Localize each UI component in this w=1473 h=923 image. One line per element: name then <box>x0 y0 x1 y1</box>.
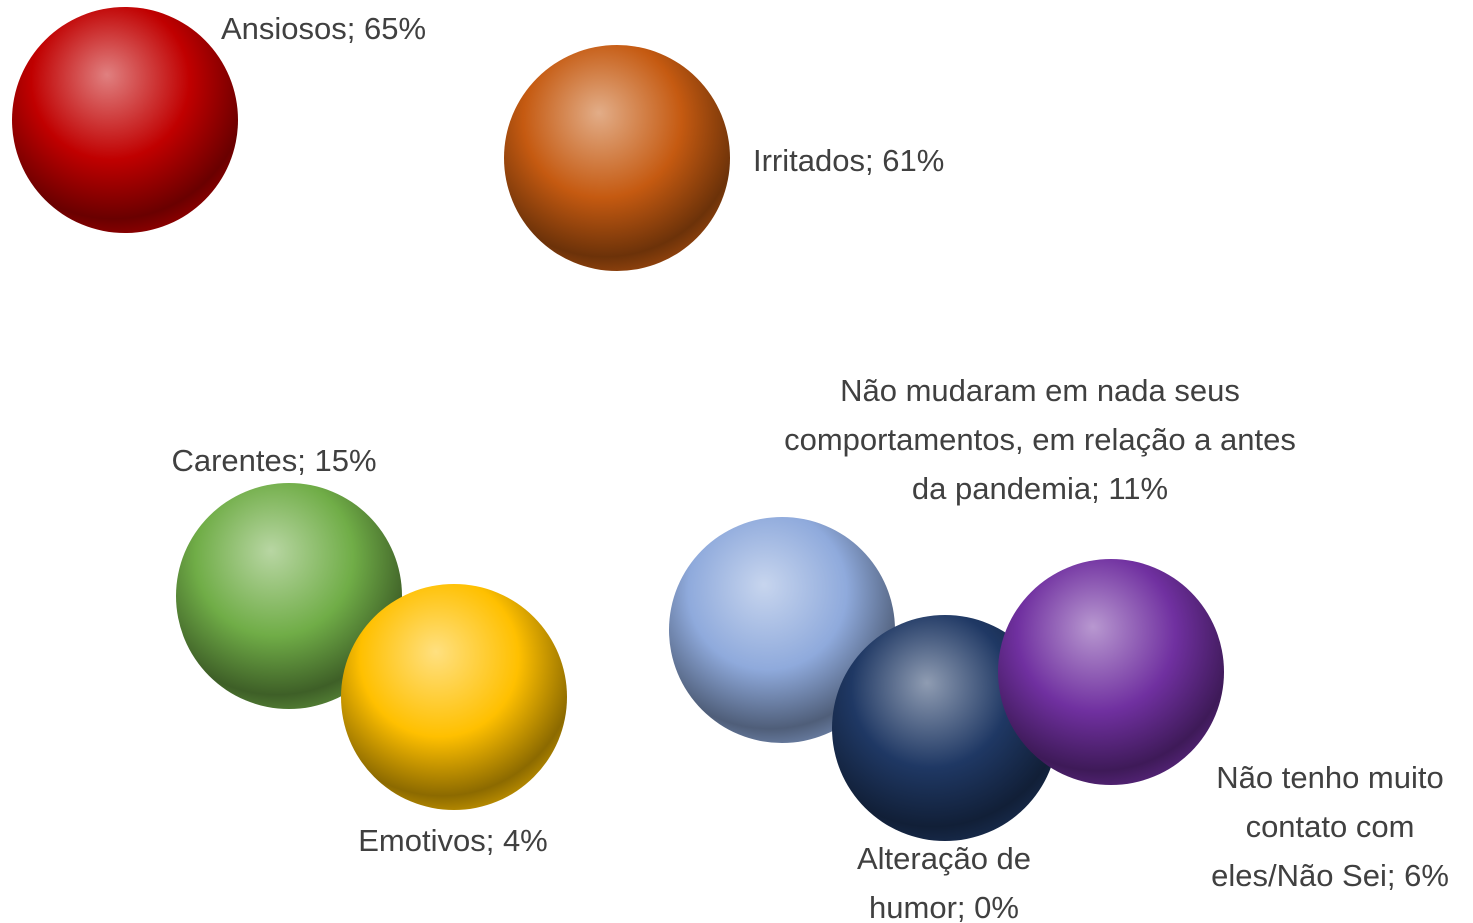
data-label: Irritados; 61% <box>753 136 1053 185</box>
data-label: Não tenho muito contato com eles/Não Sei… <box>1182 753 1473 900</box>
data-label: Emotivos; 4% <box>303 816 603 865</box>
data-label: Carentes; 15% <box>124 436 424 485</box>
bubble <box>341 584 567 810</box>
data-label: Ansiosos; 65% <box>221 4 521 53</box>
bubble <box>504 45 730 271</box>
data-label: Alteração de humor; 0% <box>824 834 1064 923</box>
bubble <box>12 7 238 233</box>
bubble <box>998 559 1224 785</box>
chart: Ansiosos; 65% Irritados; 61% Carentes; 15%… <box>0 0 1473 923</box>
data-label: Não mudaram em nada seus comportamentos,… <box>770 366 1310 513</box>
